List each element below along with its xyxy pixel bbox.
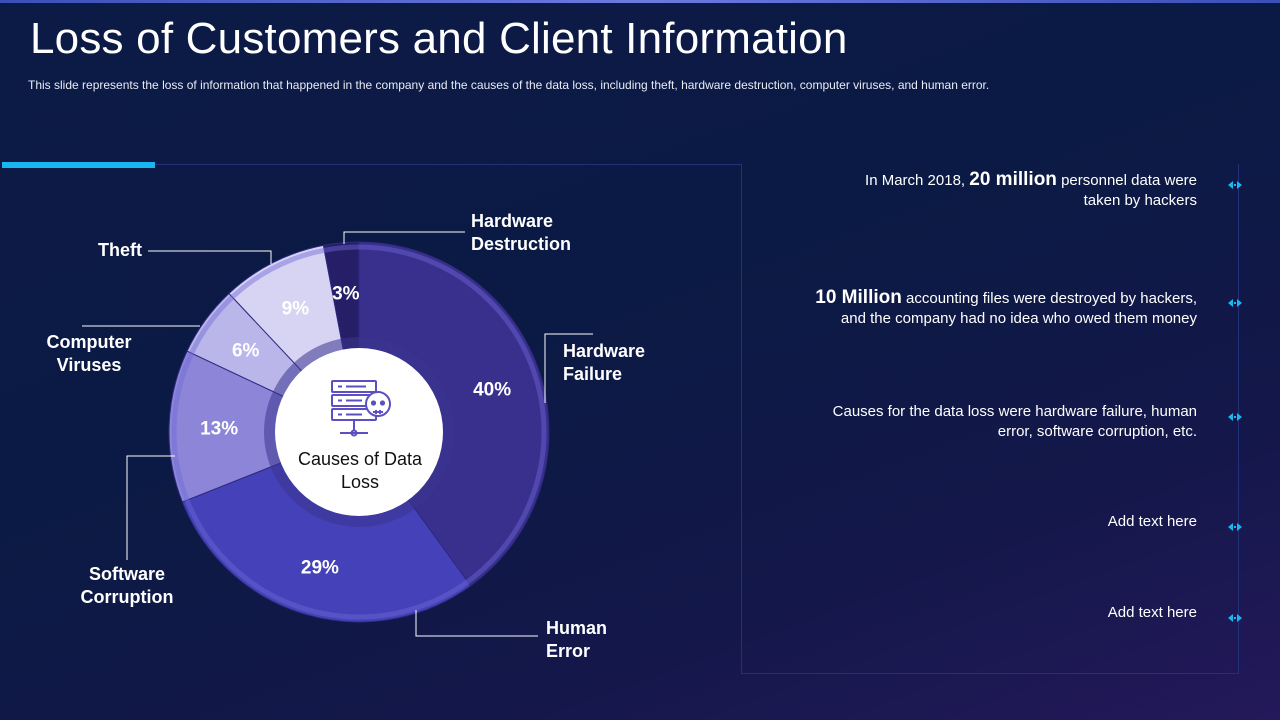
info-line: taken by hackers [1083, 192, 1197, 209]
info-item: Add text here [757, 603, 1197, 623]
category-label-line: Failure [563, 364, 623, 384]
info-line: error, software corruption, etc. [997, 423, 1197, 440]
leader-line-theft [148, 250, 272, 264]
category-label-human-error: Human Error [546, 617, 607, 663]
info-line: 10 Million accounting files were destroy… [757, 288, 1197, 309]
page-subtitle: This slide represents the loss of inform… [28, 78, 990, 92]
info-item: In March 2018, 20 million personnel data… [757, 170, 1197, 211]
info-highlight: 20 million [969, 169, 1057, 190]
info-text: accounting files were destroyed by hacke… [901, 290, 1197, 307]
category-label-line: Error [546, 641, 591, 661]
category-label-line: Hardware [563, 341, 646, 361]
category-label-line: Hardware [471, 211, 554, 231]
info-line: Add text here [757, 512, 1197, 532]
leader-line-software-corruption [126, 455, 175, 560]
category-label-line: Software [88, 564, 166, 584]
double-arrow-icon [1228, 413, 1242, 421]
category-label-computer-viruses: Computer Viruses [30, 331, 148, 377]
info-item: Add text here [757, 512, 1197, 532]
chart-center-label: Causes of Data Loss [297, 449, 423, 492]
double-arrow-icon [1228, 181, 1242, 189]
frame-divider [741, 673, 1239, 674]
category-label-line: Computer [46, 332, 132, 352]
info-line: In March 2018, 20 million personnel data… [757, 170, 1197, 191]
leader-line-human-error [415, 610, 538, 637]
pie-slice-human-error [181, 431, 472, 623]
data-label-software-corruption: 13% [200, 419, 238, 440]
double-arrow-icon [1228, 523, 1242, 531]
pie-rim [171, 244, 547, 620]
page-title: Loss of Customers and Client Information [30, 14, 848, 63]
info-highlight: 10 Million [815, 287, 902, 308]
category-label-hardware-destruction: Hardware Destruction [471, 210, 571, 256]
category-label-line: Corruption [80, 587, 174, 607]
category-label-line: Human [546, 618, 608, 638]
info-text: Add text here [1107, 604, 1197, 621]
info-text: personnel data were [1056, 172, 1197, 189]
frame-divider [155, 164, 741, 165]
info-item: 10 Million accounting files were destroy… [757, 288, 1197, 329]
accent-bar [2, 162, 155, 168]
category-label-theft: Theft [98, 239, 142, 262]
pie-slice-software-corruption [168, 350, 361, 503]
data-label-human-error: 29% [301, 557, 339, 578]
data-label-computer-viruses: 6% [232, 341, 260, 362]
leader-line-hardware-destruction [343, 231, 465, 244]
category-label-line: Viruses [56, 355, 122, 375]
leader-line-hardware-failure [544, 333, 593, 403]
server-skull-icon [331, 380, 391, 437]
info-item: Causes for the data loss were hardware f… [757, 402, 1197, 442]
category-label-line: Theft [98, 240, 142, 260]
category-label-software-corruption: Software Corruption [70, 563, 184, 609]
data-label-hardware-destruction: 3% [332, 284, 360, 305]
category-label-line: Destruction [471, 234, 572, 254]
pie-slice-hardware-failure [358, 241, 550, 587]
top-accent-line [0, 0, 1280, 3]
data-label-hardware-failure: 40% [473, 380, 511, 401]
info-text: Add text here [1107, 513, 1197, 530]
info-line: Causes for the data loss were hardware f… [757, 402, 1197, 422]
double-arrow-icon [1228, 299, 1242, 307]
double-arrow-icon [1228, 614, 1242, 622]
info-text: In March 2018, [865, 172, 970, 189]
info-line: and the company had no idea who owed the… [840, 310, 1197, 327]
frame-divider [741, 164, 742, 674]
data-label-theft: 9% [282, 298, 310, 319]
info-line: Add text here [757, 603, 1197, 623]
category-label-hardware-failure: Hardware Failure [563, 340, 645, 386]
info-text: Causes for the data loss were hardware f… [832, 403, 1197, 420]
